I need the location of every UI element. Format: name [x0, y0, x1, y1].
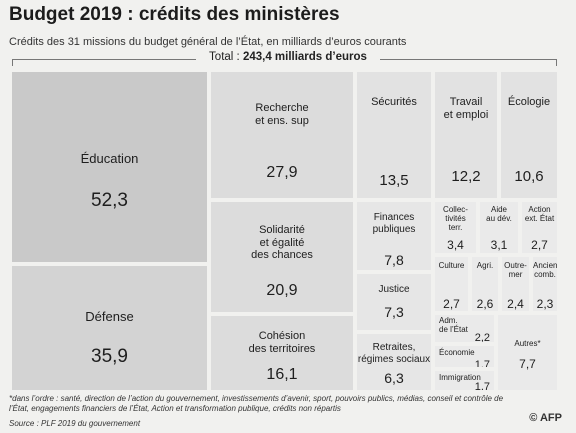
treemap-value-cohesion: 16,1 [266, 366, 298, 383]
chart-subtitle: Crédits des 31 missions du budget généra… [9, 36, 407, 48]
treemap-label-travail: Travail et emploi [443, 96, 489, 121]
treemap-label-anciens: Anciens comb. [533, 261, 559, 280]
treemap-label-aide: Aide au dév. [486, 205, 512, 224]
treemap-cell-justice: Justice 7,3 [355, 272, 433, 332]
treemap-value-ecologie: 10,6 [514, 168, 544, 185]
total-label: Total : 243,4 milliards d’euros [0, 51, 576, 63]
treemap-label-recherche: Recherche et ens. sup [255, 102, 309, 127]
treemap-cell-education: Éducation 52,3 [10, 70, 209, 264]
treemap-cell-cohesion: Cohésion des territoires 16,1 [209, 314, 355, 392]
treemap-cell-economie: Économie 1,7 [433, 344, 496, 369]
treemap-label-outremer: Outre- mer [504, 261, 527, 280]
treemap-label-collectivites: Collec- tivités terr. [443, 205, 468, 233]
treemap-label-autres: Autres* [514, 339, 541, 348]
treemap-value-defense: 35,9 [91, 346, 128, 367]
treemap-value-anciens: 2,3 [536, 297, 554, 311]
treemap-cell-retraites: Retraites, régimes sociaux 6,3 [355, 332, 433, 392]
treemap-value-securites: 13,5 [379, 172, 409, 189]
treemap-cell-defense: Défense 35,9 [10, 264, 209, 392]
treemap-cell-anciens: Anciens comb. 2,3 [531, 255, 559, 313]
treemap-value-economie: 1,7 [474, 359, 490, 369]
treemap-value-collectivites: 3,4 [447, 238, 464, 252]
treemap-label-agri: Agri. [476, 261, 494, 270]
treemap-label-economie: Économie [439, 348, 475, 357]
treemap-label-justice: Justice [378, 284, 410, 295]
treemap-cell-collectivites: Collec- tivités terr. 3,4 [433, 200, 478, 255]
treemap-value-travail: 12,2 [451, 168, 481, 185]
treemap-value-outremer: 2,4 [507, 297, 524, 311]
treemap-label-retraites: Retraites, régimes sociaux [357, 342, 431, 365]
chart-title: Budget 2019 : crédits des ministères [9, 4, 340, 25]
treemap-cell-action: Action ext. État 2,7 [520, 200, 559, 255]
treemap-cell-travail: Travail et emploi 12,2 [433, 70, 499, 200]
treemap-label-action: Action ext. État [524, 205, 555, 224]
source-note: Source : PLF 2019 du gouvernement [9, 419, 141, 428]
treemap-cell-outremer: Outre- mer 2,4 [500, 255, 531, 313]
afp-credit: © AFP [529, 412, 562, 424]
total-prefix: Total : [209, 51, 243, 63]
treemap-value-recherche: 27,9 [266, 164, 298, 181]
treemap-cell-finances: Finances publiques 7,8 [355, 200, 433, 272]
treemap-cell-ecologie: Écologie 10,6 [499, 70, 559, 200]
treemap-value-solidarite: 20,9 [266, 282, 298, 299]
treemap-value-culture: 2,7 [443, 297, 460, 311]
treemap-label-solidarite: Solidarité et égalité des chances [251, 224, 313, 262]
treemap-value-immigration: 1,7 [474, 381, 490, 392]
treemap-cell-aide: Aide au dév. 3,1 [478, 200, 520, 255]
treemap-cell-culture: Culture 2,7 [433, 255, 470, 313]
treemap-cell-solidarite: Solidarité et égalité des chances 20,9 [209, 200, 355, 314]
treemap-value-agri: 2,6 [476, 297, 494, 311]
treemap-cell-securites: Sécurités 13,5 [355, 70, 433, 200]
total-bracket-gap [196, 55, 380, 65]
treemap-label-finances: Finances publiques [372, 212, 416, 235]
treemap-value-education: 52,3 [91, 190, 128, 211]
treemap-label-immigration: Immigration [439, 373, 481, 382]
treemap-value-autres: 7,7 [519, 357, 536, 371]
total-value: 243,4 milliards d’euros [242, 51, 367, 63]
treemap-label-culture: Culture [438, 261, 465, 270]
treemap-cell-immigration: Immigration 1,7 [433, 369, 496, 392]
treemap-cell-adm: Adm. de l’État 2,2 [433, 313, 496, 344]
treemap-label-securites: Sécurités [371, 96, 417, 108]
treemap-value-justice: 7,3 [384, 304, 404, 320]
treemap-label-defense: Défense [85, 309, 134, 324]
treemap-value-retraites: 6,3 [384, 370, 404, 386]
treemap-label-ecologie: Écologie [507, 96, 551, 108]
treemap-cell-agri: Agri. 2,6 [470, 255, 500, 313]
treemap-cell-autres: Autres* 7,7 [496, 313, 559, 392]
treemap-value-action: 2,7 [531, 238, 548, 252]
treemap-label-cohesion: Cohésion des territoires [248, 330, 316, 355]
treemap-label-education: Éducation [80, 151, 139, 166]
footnote: *dans l’ordre : santé, direction de l’ac… [9, 394, 504, 413]
treemap-label-adm: Adm. de l’État [439, 316, 468, 335]
treemap-cell-recherche: Recherche et ens. sup 27,9 [209, 70, 355, 200]
treemap-value-aide: 3,1 [490, 238, 508, 252]
treemap-value-adm: 2,2 [474, 332, 490, 344]
treemap-value-finances: 7,8 [384, 252, 404, 268]
